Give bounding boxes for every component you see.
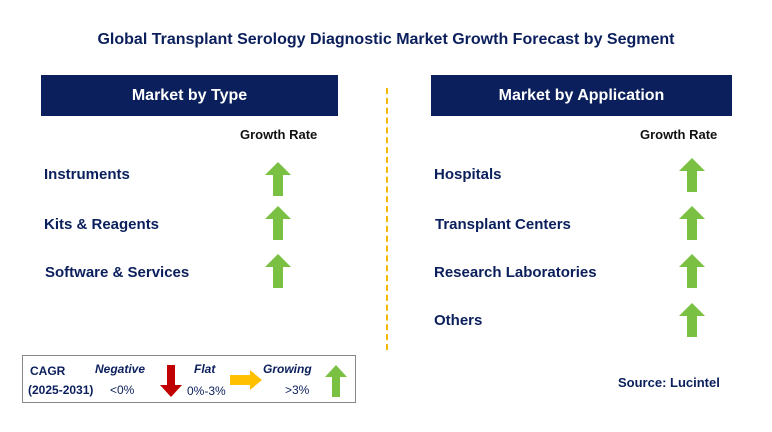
legend-flat-label: Flat xyxy=(194,362,216,376)
application-item-hospitals: Hospitals xyxy=(434,166,502,183)
arrow-up-icon xyxy=(265,206,291,240)
type-item-instruments: Instruments xyxy=(44,166,130,183)
arrow-up-icon xyxy=(679,206,705,240)
legend-negative-range: <0% xyxy=(110,383,135,397)
market-by-type-header: Market by Type xyxy=(41,75,338,116)
application-item-research-laboratories: Research Laboratories xyxy=(434,264,597,281)
source-label: Source: Lucintel xyxy=(618,375,720,390)
growth-rate-label-type: Growth Rate xyxy=(240,127,318,142)
type-item-software-services: Software & Services xyxy=(45,264,190,281)
arrow-down-icon xyxy=(160,365,182,397)
legend-growing-label: Growing xyxy=(263,362,312,376)
legend-flat-range: 0%-3% xyxy=(187,384,226,398)
arrow-up-icon xyxy=(679,303,705,337)
legend-growing-range: >3% xyxy=(285,383,310,397)
chart-title: Global Transplant Serology Diagnostic Ma… xyxy=(97,31,675,48)
legend-cagr-label: CAGR xyxy=(30,364,66,378)
type-item-kits-reagents: Kits & Reagents xyxy=(44,216,160,233)
arrow-right-icon xyxy=(230,370,262,390)
panel-divider xyxy=(386,88,388,350)
application-item-others: Others xyxy=(434,312,483,329)
market-by-application-header: Market by Application xyxy=(431,75,732,116)
arrow-up-icon xyxy=(679,254,705,288)
arrow-up-icon xyxy=(679,158,705,192)
arrow-up-icon xyxy=(265,162,291,196)
arrow-up-icon xyxy=(265,254,291,288)
growth-rate-label-application: Growth Rate xyxy=(640,127,718,142)
arrow-up-icon xyxy=(325,365,347,397)
legend-negative-label: Negative xyxy=(95,362,146,376)
application-item-transplant-centers: Transplant Centers xyxy=(435,216,571,233)
legend-period: (2025-2031) xyxy=(28,383,94,397)
cagr-legend: CAGR (2025-2031) Negative <0% Flat 0%-3%… xyxy=(22,355,356,403)
